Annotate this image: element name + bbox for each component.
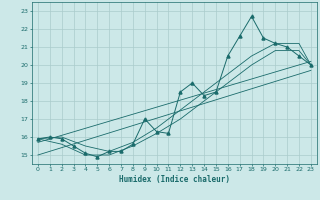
X-axis label: Humidex (Indice chaleur): Humidex (Indice chaleur) — [119, 175, 230, 184]
